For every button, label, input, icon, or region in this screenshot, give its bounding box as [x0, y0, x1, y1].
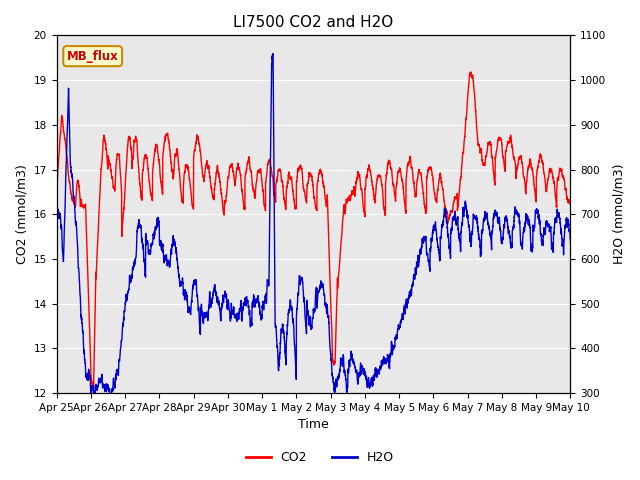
X-axis label: Time: Time	[298, 419, 329, 432]
Title: LI7500 CO2 and H2O: LI7500 CO2 and H2O	[234, 15, 394, 30]
Y-axis label: H2O (mmol/m3): H2O (mmol/m3)	[612, 164, 625, 264]
Y-axis label: CO2 (mmol/m3): CO2 (mmol/m3)	[15, 164, 28, 264]
Legend: CO2, H2O: CO2, H2O	[241, 446, 399, 469]
Text: MB_flux: MB_flux	[67, 49, 118, 63]
